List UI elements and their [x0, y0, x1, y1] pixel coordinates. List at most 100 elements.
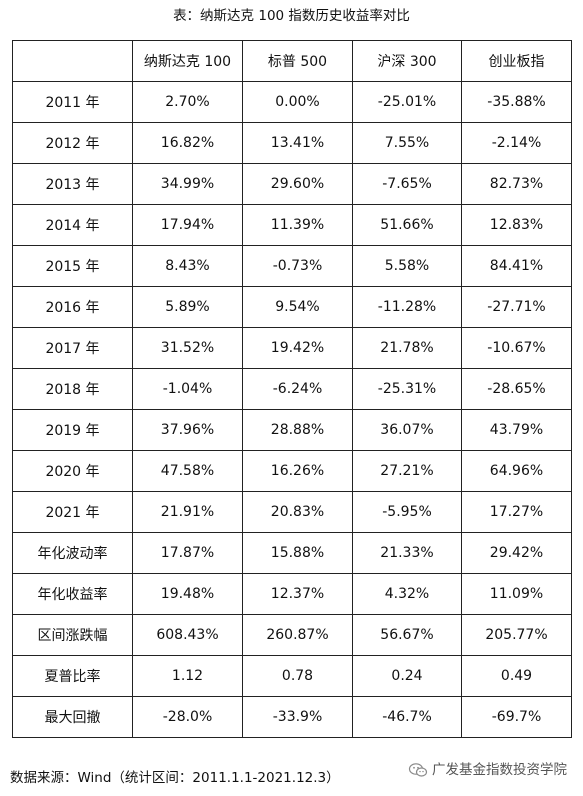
cell-csi300-value: 27.21% — [352, 450, 462, 492]
cell-nasdaq100-value: 8.43% — [132, 245, 243, 287]
header-cell-chinext: 创业板指 — [461, 40, 572, 82]
cell-csi300-value: 7.55% — [352, 122, 462, 164]
cell-sp500-value: 0.00% — [242, 81, 353, 123]
cell-nasdaq100-value: 1.12 — [132, 655, 243, 697]
cell-row-label: 区间涨跌幅 — [12, 614, 133, 656]
cell-sp500-value: -33.9% — [242, 696, 353, 738]
header-cell-corner — [12, 40, 133, 82]
cell-sp500-value: 9.54% — [242, 286, 353, 328]
cell-chinext-value: 205.77% — [461, 614, 572, 656]
cell-chinext-value: 82.73% — [461, 163, 572, 205]
cell-nasdaq100-value: 608.43% — [132, 614, 243, 656]
cell-sp500-value: 16.26% — [242, 450, 353, 492]
cell-row-label: 2011 年 — [12, 81, 133, 123]
cell-csi300-value: -11.28% — [352, 286, 462, 328]
cell-sp500-value: 19.42% — [242, 327, 353, 369]
cell-chinext-value: 29.42% — [461, 532, 572, 574]
table-title: 表：纳斯达克 100 指数历史收益率对比 — [173, 8, 410, 24]
cell-row-label: 2016 年 — [12, 286, 133, 328]
cell-csi300-value: 56.67% — [352, 614, 462, 656]
table-row: 年化收益率 19.48% 12.37% 4.32% 11.09% — [12, 573, 572, 615]
wechat-icon — [408, 762, 428, 778]
cell-sp500-value: 20.83% — [242, 491, 353, 533]
returns-table: 纳斯达克 100 标普 500 沪深 300 创业板指 2011 年 2.70% 0… — [12, 40, 572, 738]
cell-csi300-value: -25.01% — [352, 81, 462, 123]
cell-chinext-value: 84.41% — [461, 245, 572, 287]
cell-row-label: 2013 年 — [12, 163, 133, 205]
cell-csi300-value: -7.65% — [352, 163, 462, 205]
cell-chinext-value: 43.79% — [461, 409, 572, 451]
cell-row-label: 2020 年 — [12, 450, 133, 492]
cell-nasdaq100-value: -1.04% — [132, 368, 243, 410]
table-row: 2014 年 17.94% 11.39% 51.66% 12.83% — [12, 204, 572, 246]
cell-nasdaq100-value: 17.94% — [132, 204, 243, 246]
cell-sp500-value: 0.78 — [242, 655, 353, 697]
cell-chinext-value: 64.96% — [461, 450, 572, 492]
cell-row-label: 2019 年 — [12, 409, 133, 451]
cell-row-label: 2014 年 — [12, 204, 133, 246]
cell-sp500-value: 13.41% — [242, 122, 353, 164]
cell-row-label: 2015 年 — [12, 245, 133, 287]
cell-csi300-value: 0.24 — [352, 655, 462, 697]
cell-csi300-value: 21.33% — [352, 532, 462, 574]
cell-nasdaq100-value: 37.96% — [132, 409, 243, 451]
cell-chinext-value: 17.27% — [461, 491, 572, 533]
table-row: 区间涨跌幅 608.43% 260.87% 56.67% 205.77% — [12, 614, 572, 656]
cell-chinext-value: -27.71% — [461, 286, 572, 328]
table-row: 最大回撤 -28.0% -33.9% -46.7% -69.7% — [12, 696, 572, 738]
cell-chinext-value: 11.09% — [461, 573, 572, 615]
header-cell-nasdaq100: 纳斯达克 100 — [132, 40, 243, 82]
cell-chinext-value: 12.83% — [461, 204, 572, 246]
cell-sp500-value: 260.87% — [242, 614, 353, 656]
cell-csi300-value: 4.32% — [352, 573, 462, 615]
cell-nasdaq100-value: 16.82% — [132, 122, 243, 164]
cell-chinext-value: -28.65% — [461, 368, 572, 410]
table-row: 2011 年 2.70% 0.00% -25.01% -35.88% — [12, 81, 572, 123]
table-row: 2019 年 37.96% 28.88% 36.07% 43.79% — [12, 409, 572, 451]
header-cell-csi300: 沪深 300 — [352, 40, 462, 82]
cell-csi300-value: 36.07% — [352, 409, 462, 451]
cell-csi300-value: 21.78% — [352, 327, 462, 369]
cell-nasdaq100-value: 21.91% — [132, 491, 243, 533]
table-row: 2020 年 47.58% 16.26% 27.21% 64.96% — [12, 450, 572, 492]
cell-row-label: 年化收益率 — [12, 573, 133, 615]
cell-sp500-value: -6.24% — [242, 368, 353, 410]
table-row: 2021 年 21.91% 20.83% -5.95% 17.27% — [12, 491, 572, 533]
cell-row-label: 2012 年 — [12, 122, 133, 164]
cell-csi300-value: 51.66% — [352, 204, 462, 246]
cell-chinext-value: -10.67% — [461, 327, 572, 369]
watermark: 广发基金指数投资学院 — [408, 760, 567, 780]
cell-chinext-value: 0.49 — [461, 655, 572, 697]
table-row: 夏普比率 1.12 0.78 0.24 0.49 — [12, 655, 572, 697]
cell-nasdaq100-value: 34.99% — [132, 163, 243, 205]
cell-row-label: 2018 年 — [12, 368, 133, 410]
cell-row-label: 2021 年 — [12, 491, 133, 533]
header-row: 纳斯达克 100 标普 500 沪深 300 创业板指 — [12, 40, 572, 82]
table-row: 2016 年 5.89% 9.54% -11.28% -27.71% — [12, 286, 572, 328]
data-source-note: 数据来源：Wind（统计区间：2011.1.1-2021.12.3） — [10, 770, 340, 786]
table-row: 年化波动率 17.87% 15.88% 21.33% 29.42% — [12, 532, 572, 574]
cell-row-label: 年化波动率 — [12, 532, 133, 574]
cell-chinext-value: -69.7% — [461, 696, 572, 738]
cell-sp500-value: 12.37% — [242, 573, 353, 615]
cell-nasdaq100-value: 47.58% — [132, 450, 243, 492]
table-row: 2017 年 31.52% 19.42% 21.78% -10.67% — [12, 327, 572, 369]
table-row: 2012 年 16.82% 13.41% 7.55% -2.14% — [12, 122, 572, 164]
cell-csi300-value: -46.7% — [352, 696, 462, 738]
watermark-text: 广发基金指数投资学院 — [432, 762, 567, 778]
cell-csi300-value: -5.95% — [352, 491, 462, 533]
cell-chinext-value: -2.14% — [461, 122, 572, 164]
cell-sp500-value: 28.88% — [242, 409, 353, 451]
table-row: 2015 年 8.43% -0.73% 5.58% 84.41% — [12, 245, 572, 287]
cell-nasdaq100-value: -28.0% — [132, 696, 243, 738]
cell-nasdaq100-value: 2.70% — [132, 81, 243, 123]
cell-nasdaq100-value: 5.89% — [132, 286, 243, 328]
cell-sp500-value: -0.73% — [242, 245, 353, 287]
cell-csi300-value: -25.31% — [352, 368, 462, 410]
table-row: 2018 年 -1.04% -6.24% -25.31% -28.65% — [12, 368, 572, 410]
cell-row-label: 最大回撤 — [12, 696, 133, 738]
cell-row-label: 夏普比率 — [12, 655, 133, 697]
cell-nasdaq100-value: 17.87% — [132, 532, 243, 574]
cell-sp500-value: 15.88% — [242, 532, 353, 574]
header-cell-sp500: 标普 500 — [242, 40, 353, 82]
